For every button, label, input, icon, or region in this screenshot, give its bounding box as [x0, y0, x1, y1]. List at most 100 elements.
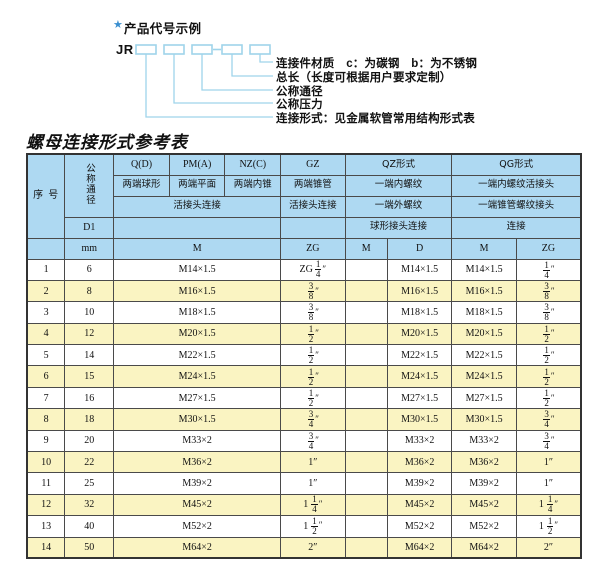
cell-nominal-bore: 18 — [64, 408, 115, 431]
header-group-qg: QG形式 — [451, 153, 583, 176]
cell-nominal-bore: 12 — [64, 322, 115, 346]
label-nominal-pressure: 公称压力 — [276, 99, 323, 111]
cell-qg-m: M39×2 — [451, 472, 517, 495]
cell-qg-m: M16×1.5 — [451, 279, 517, 303]
table-row: 8 18 M30×1.5 3 4 ″ M30×1.5 M30×1.5 3 4 ″ — [26, 408, 582, 431]
cell-thread-m: M24×1.5 — [113, 365, 282, 388]
cell-nominal-bore: 25 — [64, 472, 115, 495]
cell-nominal-bore: 6 — [64, 258, 115, 281]
cell-seq: 9 — [26, 429, 66, 453]
cell-qg-m: M36×2 — [451, 451, 517, 474]
cell-seq: 7 — [26, 386, 66, 410]
cell-qg-zg: 1 4 ″ — [515, 258, 582, 281]
header-desc-qg: 一端内螺纹活接头 — [451, 174, 583, 197]
cell-qz-d: M18×1.5 — [386, 301, 453, 324]
header-d1: D1 — [64, 216, 115, 239]
header-nominal-bore: 公称通径 — [64, 153, 115, 218]
header-row-desc: 两端球形 两端平面 两端内锥 两端锥管 一端内螺纹 一端内螺纹活接头 — [27, 174, 583, 197]
cell-qg-m: M45×2 — [451, 493, 517, 517]
cell-qz-m — [344, 408, 388, 431]
cell-seq: 13 — [26, 515, 66, 538]
cell-qz-m — [344, 344, 388, 367]
header-unit-seq — [26, 237, 66, 260]
cell-nominal-bore: 20 — [64, 429, 115, 453]
header-row-connect: 活接头连接 活接头连接 一端外螺纹 一端锥管螺纹接头 — [27, 195, 583, 218]
leader-line-bore — [201, 54, 273, 91]
cell-thread-m: M16×1.5 — [113, 279, 282, 303]
cell-qg-zg: 3 8 ″ — [515, 301, 582, 324]
cell-qz-d: M27×1.5 — [386, 386, 453, 410]
cell-thread-m: M14×1.5 — [113, 258, 282, 281]
leader-line-connection — [145, 54, 273, 118]
header-seq: 序 号 — [26, 153, 66, 239]
cell-qz-m — [344, 301, 388, 324]
code-diagram-graphics — [135, 44, 273, 118]
label-total-length: 总长（长度可根据用户要求定制） — [276, 72, 452, 84]
cell-gz-zg: ZG 1 4 ″ — [280, 258, 346, 281]
table-body: 1 6 M14×1.5 ZG 1 4 ″ M14×1.5 M14×1.5 1 4 ″ 2 8 M16×1.5… — [26, 258, 582, 560]
leader-line-length — [231, 54, 273, 77]
cell-qz-d: M22×1.5 — [386, 344, 453, 367]
cell-qg-m: M20×1.5 — [451, 322, 517, 346]
header-unit-mm: mm — [64, 237, 115, 260]
cell-qg-zg: 1 2 ″ — [515, 365, 582, 388]
header-ball-joint-qz: 球形接头连接 — [344, 216, 453, 239]
cell-nominal-bore: 10 — [64, 301, 115, 324]
header-unit-zg-gz: ZG — [280, 237, 346, 260]
code-box-2 — [163, 44, 185, 55]
cell-gz-zg: 2″ — [280, 536, 346, 560]
code-box-4 — [221, 44, 243, 55]
label-connection-form: 连接形式：见金属软管常用结构形式表 — [276, 113, 475, 125]
cell-thread-m: M20×1.5 — [113, 322, 282, 346]
cell-qg-zg: 1 2 ″ — [515, 322, 582, 346]
cell-nominal-bore: 14 — [64, 344, 115, 367]
nut-connection-spec-table: 序 号 公称通径 Q(D) PM(A) NZ(C) GZ QZ形式 QG形式 两… — [26, 153, 583, 560]
table-row: 2 8 M16×1.5 3 8 ″ M16×1.5 M16×1.5 3 8 ″ — [26, 279, 582, 303]
header-group-qz: QZ形式 — [344, 153, 453, 176]
cell-qz-d: M14×1.5 — [386, 258, 453, 281]
cell-gz-zg: 1″ — [280, 472, 346, 495]
cell-nominal-bore: 50 — [64, 536, 115, 560]
cell-thread-m: M39×2 — [113, 472, 282, 495]
cell-gz-zg: 1″ — [280, 451, 346, 474]
cell-qz-d: M20×1.5 — [386, 322, 453, 346]
table-row: 7 16 M27×1.5 1 2 ″ M27×1.5 M27×1.5 1 2 ″ — [26, 386, 582, 410]
cell-qz-m — [344, 258, 388, 281]
header-group-qd: Q(D) — [113, 153, 170, 176]
cell-qz-m — [344, 451, 388, 474]
cell-gz-zg: 1 1 4 ″ — [280, 493, 346, 517]
cell-qg-zg: 1″ — [515, 472, 582, 495]
leader-line-material — [259, 54, 273, 63]
cell-qg-m: M30×1.5 — [451, 408, 517, 431]
cell-gz-zg: 1 2 ″ — [280, 344, 346, 367]
cell-seq: 1 — [26, 258, 66, 281]
cell-qz-d: M16×1.5 — [386, 279, 453, 303]
cell-qg-m: M24×1.5 — [451, 365, 517, 388]
cell-nominal-bore: 16 — [64, 386, 115, 410]
cell-qg-zg: 3 4 ″ — [515, 408, 582, 431]
cell-qg-zg: 3 8 ″ — [515, 279, 582, 303]
product-code-diagram: ★ 产品代号示例 JR 连接件材质 c：为碳钢 b：为不锈钢 总长（长度可根据用… — [0, 0, 600, 128]
cell-nominal-bore: 40 — [64, 515, 115, 538]
cell-qg-m: M33×2 — [451, 429, 517, 453]
cell-qz-m — [344, 493, 388, 517]
cell-qz-d: M24×1.5 — [386, 365, 453, 388]
header-row-d1: D1 球形接头连接 连接 — [27, 216, 583, 239]
cell-seq: 2 — [26, 279, 66, 303]
cell-qg-zg: 1″ — [515, 451, 582, 474]
cell-seq: 11 — [26, 472, 66, 495]
cell-qg-m: M14×1.5 — [451, 258, 517, 281]
header-group-gz: GZ — [280, 153, 346, 176]
cell-qz-m — [344, 365, 388, 388]
header-connect-gz: 活接头连接 — [280, 195, 346, 218]
label-nominal-bore: 公称通径 — [276, 86, 323, 98]
cell-qz-m — [344, 515, 388, 538]
cell-qg-zg: 1 2 ″ — [515, 386, 582, 410]
cell-qg-m: M27×1.5 — [451, 386, 517, 410]
table-row: 6 15 M24×1.5 1 2 ″ M24×1.5 M24×1.5 1 2 ″ — [26, 365, 582, 388]
header-unit-m-qpmnz: M — [113, 237, 282, 260]
header-group-nzc: NZ(C) — [224, 153, 282, 176]
cell-qg-m: M22×1.5 — [451, 344, 517, 367]
cell-qz-m — [344, 279, 388, 303]
cell-thread-m: M64×2 — [113, 536, 282, 560]
